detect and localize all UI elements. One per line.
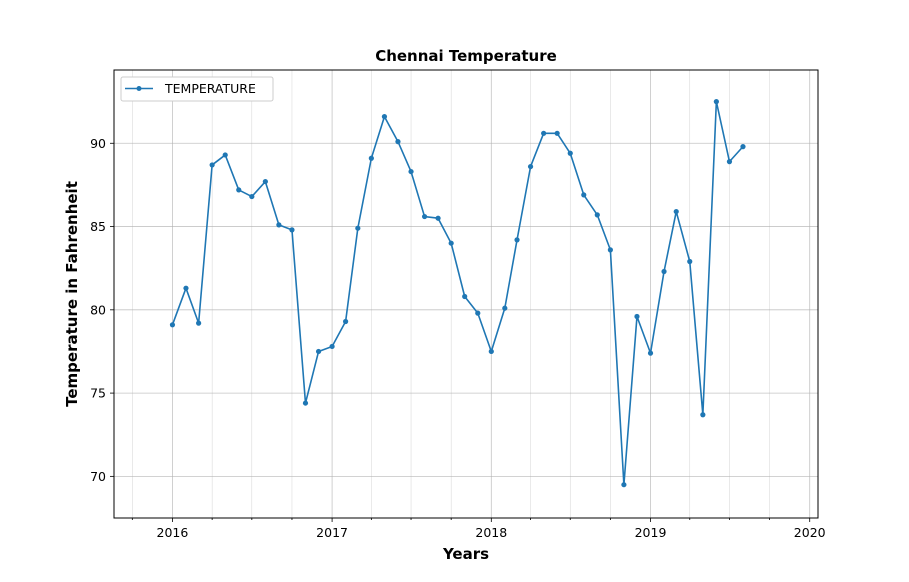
y-tick-label: 90 bbox=[90, 136, 106, 151]
legend: TEMPERATURE bbox=[120, 76, 274, 102]
data-point bbox=[289, 227, 295, 233]
data-point bbox=[236, 187, 242, 193]
plot-area-frame bbox=[113, 69, 819, 519]
data-point bbox=[249, 193, 255, 200]
x-tick-label: 2020 bbox=[794, 525, 826, 540]
x-tick-label: 2016 bbox=[157, 525, 189, 540]
y-tick-label: 70 bbox=[90, 469, 106, 484]
data-point bbox=[209, 162, 215, 168]
data-point bbox=[567, 150, 573, 156]
data-point bbox=[462, 293, 468, 300]
data-point bbox=[647, 350, 654, 356]
series-line-temperature bbox=[171, 100, 744, 486]
data-point bbox=[408, 168, 414, 175]
data-point bbox=[315, 348, 322, 355]
data-point bbox=[302, 400, 309, 406]
data-point bbox=[475, 310, 481, 316]
data-point bbox=[554, 130, 560, 136]
x-tick-label: 2017 bbox=[316, 525, 348, 540]
data-point bbox=[713, 99, 719, 105]
data-point bbox=[169, 322, 176, 328]
data-point bbox=[381, 114, 388, 120]
data-point bbox=[435, 215, 441, 221]
data-point bbox=[581, 192, 587, 198]
legend-entry-temperature: TEMPERATURE bbox=[164, 81, 256, 96]
data-point bbox=[673, 208, 679, 215]
legend-marker-swatch bbox=[136, 86, 142, 91]
x-axis-ticks: 2016 2017 2018 2019 2020 bbox=[131, 518, 826, 540]
data-point bbox=[740, 144, 746, 150]
y-axis-ticks: 70 75 80 85 90 bbox=[90, 136, 114, 484]
data-point bbox=[355, 225, 361, 231]
y-tick-label: 85 bbox=[90, 219, 106, 234]
data-point bbox=[448, 240, 454, 246]
data-point bbox=[621, 482, 627, 488]
data-point bbox=[488, 348, 494, 355]
data-point bbox=[183, 285, 189, 291]
data-point bbox=[661, 268, 667, 275]
data-point bbox=[196, 320, 202, 326]
data-point bbox=[395, 139, 401, 145]
data-point bbox=[700, 412, 706, 418]
x-tick-label: 2018 bbox=[475, 525, 507, 540]
legend-box bbox=[120, 76, 274, 102]
data-point bbox=[527, 163, 534, 170]
data-point bbox=[594, 212, 600, 218]
data-point bbox=[343, 318, 349, 325]
data-point bbox=[687, 258, 693, 265]
data-point bbox=[276, 222, 282, 228]
data-point bbox=[502, 305, 508, 311]
chart-title: Chennai Temperature bbox=[375, 47, 557, 65]
data-point bbox=[634, 313, 640, 320]
data-point bbox=[262, 178, 268, 185]
x-axis-label: Years bbox=[442, 545, 489, 563]
data-point bbox=[421, 213, 428, 220]
data-point bbox=[607, 247, 613, 253]
data-point bbox=[541, 130, 547, 136]
y-axis-label: Temperature in Fahrenheit bbox=[63, 181, 81, 407]
series-layer bbox=[169, 99, 746, 488]
data-point bbox=[368, 155, 374, 161]
data-point bbox=[222, 152, 228, 158]
x-tick-label: 2019 bbox=[635, 525, 667, 540]
y-tick-label: 80 bbox=[90, 302, 106, 317]
data-point bbox=[329, 343, 335, 350]
data-point bbox=[514, 237, 520, 243]
data-point bbox=[726, 159, 733, 165]
y-tick-label: 75 bbox=[90, 386, 106, 401]
